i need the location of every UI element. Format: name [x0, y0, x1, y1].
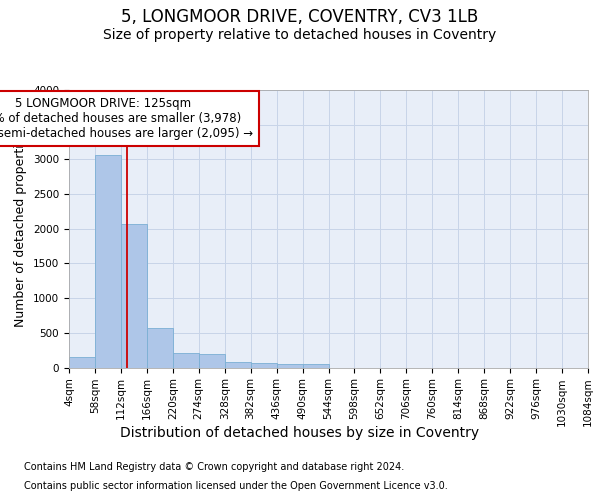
Text: Distribution of detached houses by size in Coventry: Distribution of detached houses by size … — [121, 426, 479, 440]
Text: 5, LONGMOOR DRIVE, COVENTRY, CV3 1LB: 5, LONGMOOR DRIVE, COVENTRY, CV3 1LB — [121, 8, 479, 26]
Bar — [173, 353, 199, 368]
Bar — [199, 354, 224, 368]
Bar — [251, 364, 277, 368]
Text: Contains public sector information licensed under the Open Government Licence v3: Contains public sector information licen… — [24, 481, 448, 491]
Text: 5 LONGMOOR DRIVE: 125sqm
← 65% of detached houses are smaller (3,978)
34% of sem: 5 LONGMOOR DRIVE: 125sqm ← 65% of detach… — [0, 97, 253, 140]
Text: Size of property relative to detached houses in Coventry: Size of property relative to detached ho… — [103, 28, 497, 42]
Text: Contains HM Land Registry data © Crown copyright and database right 2024.: Contains HM Land Registry data © Crown c… — [24, 462, 404, 472]
Bar — [147, 328, 173, 368]
Bar — [95, 154, 121, 368]
Bar — [302, 364, 329, 368]
Bar — [69, 357, 95, 368]
Bar — [277, 364, 302, 368]
Bar — [121, 224, 147, 368]
Bar — [225, 362, 251, 368]
Y-axis label: Number of detached properties: Number of detached properties — [14, 130, 28, 327]
